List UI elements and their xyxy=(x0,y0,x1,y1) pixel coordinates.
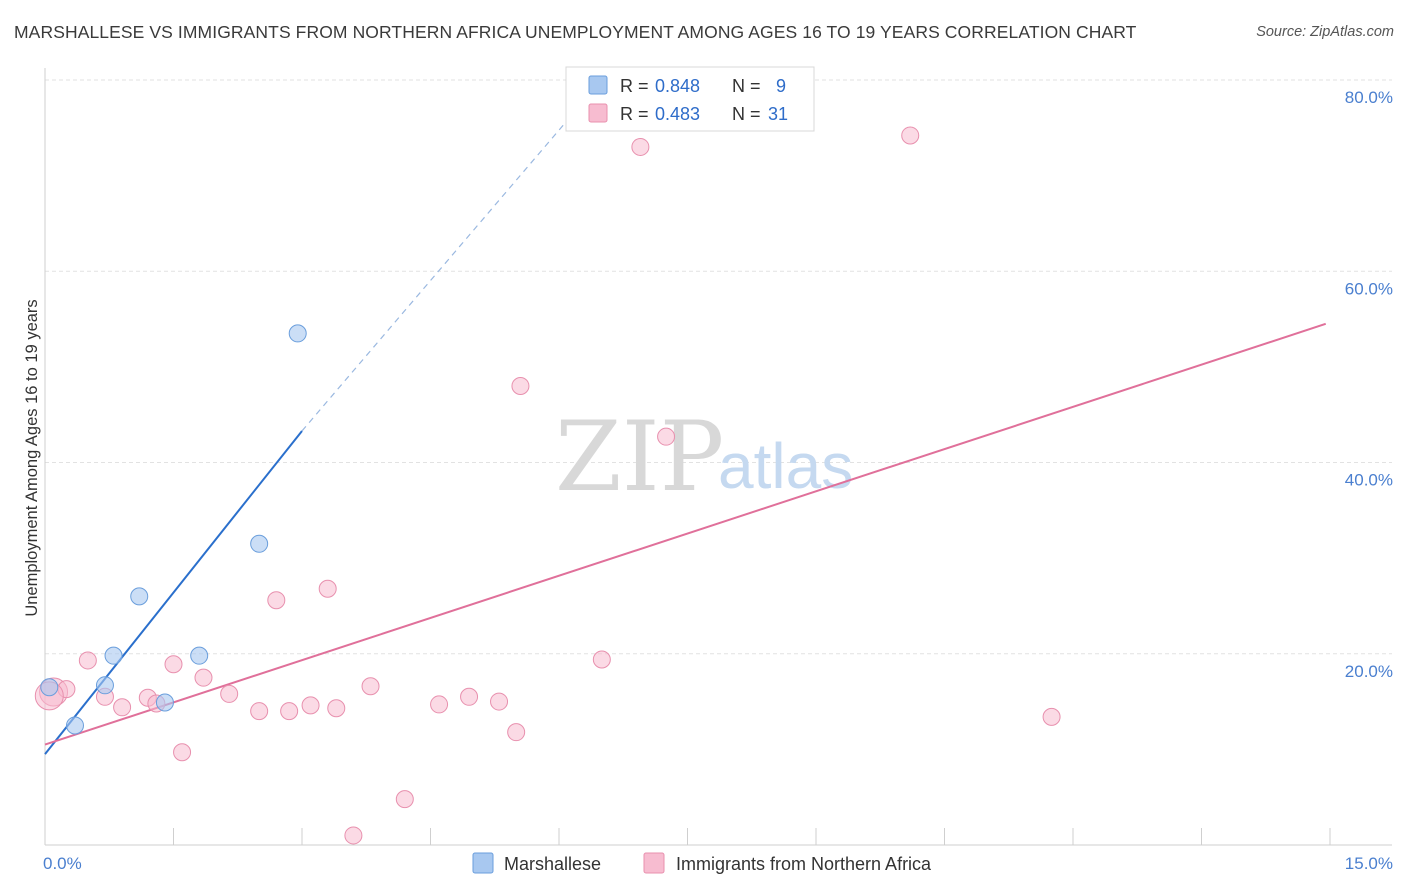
x-tick-label-max: 15.0% xyxy=(1345,854,1393,873)
y-tick-label-80: 80.0% xyxy=(1345,88,1393,107)
point-northern-africa xyxy=(395,790,414,809)
legend-swatch-marshallese-bottom xyxy=(472,852,494,874)
point-northern-africa xyxy=(78,651,97,670)
x-tick-label-min: 0.0% xyxy=(43,854,82,873)
legend-n-label-2: N = xyxy=(732,104,761,124)
series-legend: Marshallese Immigrants from Northern Afr… xyxy=(472,852,932,874)
legend-swatch-marshallese xyxy=(588,75,608,95)
y-tick-label-20: 20.0% xyxy=(1345,662,1393,681)
point-northern-africa xyxy=(327,699,346,718)
data-points xyxy=(34,126,1061,845)
point-northern-africa xyxy=(361,677,380,696)
source-note: Source: ZipAtlas.com xyxy=(1256,24,1394,40)
trend-line-marshallese xyxy=(44,430,303,755)
legend-r-label-1: R = xyxy=(620,76,649,96)
y-tick-label-60: 60.0% xyxy=(1345,279,1393,298)
point-marshallese xyxy=(104,646,123,665)
legend-swatch-northern-africa-bottom xyxy=(643,852,665,874)
legend-r-value-2: 0.483 xyxy=(655,104,700,124)
point-northern-africa xyxy=(250,702,269,721)
trend-line-northern-africa xyxy=(44,322,1327,746)
trend-lines xyxy=(44,79,1327,755)
watermark-atlas: atlas xyxy=(718,430,853,502)
point-northern-africa xyxy=(318,579,337,598)
chart-title: MARSHALLESE VS IMMIGRANTS FROM NORTHERN … xyxy=(14,22,1137,42)
correlation-legend: R = 0.848 N = 9 R = 0.483 N = 31 xyxy=(565,66,815,132)
point-northern-africa xyxy=(592,650,611,669)
point-marshallese xyxy=(95,676,114,695)
point-northern-africa xyxy=(490,692,509,711)
point-marshallese xyxy=(130,587,149,606)
point-northern-africa xyxy=(267,591,286,610)
axes xyxy=(44,68,1392,846)
legend-label-marshallese: Marshallese xyxy=(504,854,601,874)
point-marshallese xyxy=(40,678,59,697)
point-marshallese xyxy=(190,646,209,665)
legend-n-label-1: N = xyxy=(732,76,761,96)
point-northern-africa xyxy=(301,696,320,715)
point-northern-africa xyxy=(220,684,239,703)
watermark: ZIP atlas xyxy=(555,401,853,513)
point-northern-africa xyxy=(430,695,449,714)
trend-line-marshallese-extension xyxy=(301,79,603,432)
legend-label-northern-africa: Immigrants from Northern Africa xyxy=(676,854,932,874)
point-northern-africa xyxy=(460,687,479,706)
point-northern-africa xyxy=(631,137,650,156)
point-marshallese xyxy=(155,693,174,712)
point-marshallese xyxy=(65,716,84,735)
legend-n-value-2: 31 xyxy=(768,104,788,124)
point-northern-africa xyxy=(113,698,132,717)
point-marshallese xyxy=(250,534,269,553)
legend-n-value-1: 9 xyxy=(776,76,786,96)
watermark-zip: ZIP xyxy=(555,401,724,513)
legend-r-label-2: R = xyxy=(620,104,649,124)
point-northern-africa xyxy=(344,826,363,845)
legend-r-value-1: 0.848 xyxy=(655,76,700,96)
point-northern-africa xyxy=(194,668,213,687)
point-northern-africa xyxy=(1042,707,1061,726)
point-northern-africa xyxy=(173,743,192,762)
point-northern-africa xyxy=(507,723,526,742)
grid-lines xyxy=(45,79,1392,655)
point-northern-africa xyxy=(657,427,676,446)
point-northern-africa xyxy=(164,655,183,674)
y-tick-label-40: 40.0% xyxy=(1345,471,1393,490)
point-northern-africa xyxy=(901,126,920,145)
point-northern-africa xyxy=(280,702,299,721)
legend-swatch-northern-africa xyxy=(588,103,608,123)
point-marshallese xyxy=(288,324,307,343)
tick-labels: 20.0% 40.0% 60.0% 80.0% 0.0% 15.0% xyxy=(43,88,1393,873)
y-axis-title: Unemployment Among Ages 16 to 19 years xyxy=(23,299,41,616)
point-northern-africa xyxy=(511,377,530,395)
